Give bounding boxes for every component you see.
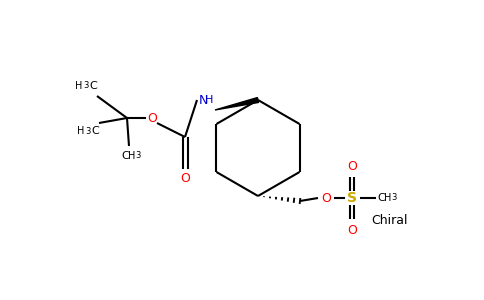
Text: 3: 3: [391, 194, 397, 202]
Text: S: S: [347, 191, 357, 205]
Text: H: H: [384, 193, 392, 203]
Text: Chiral: Chiral: [372, 214, 408, 226]
Polygon shape: [215, 98, 258, 110]
Text: C: C: [91, 126, 99, 136]
Text: N: N: [198, 94, 208, 106]
Text: O: O: [347, 160, 357, 172]
Text: O: O: [180, 172, 190, 184]
Text: H: H: [205, 95, 213, 105]
Text: O: O: [347, 224, 357, 236]
Text: O: O: [321, 191, 331, 205]
Text: H: H: [76, 81, 83, 91]
Text: C: C: [377, 193, 385, 203]
Text: H: H: [77, 126, 85, 136]
Text: 3: 3: [136, 152, 141, 160]
Text: C: C: [89, 81, 97, 91]
Text: 3: 3: [83, 82, 89, 91]
Text: H: H: [128, 151, 136, 161]
Text: 3: 3: [85, 127, 91, 136]
Text: O: O: [147, 112, 157, 124]
Text: C: C: [121, 151, 129, 161]
